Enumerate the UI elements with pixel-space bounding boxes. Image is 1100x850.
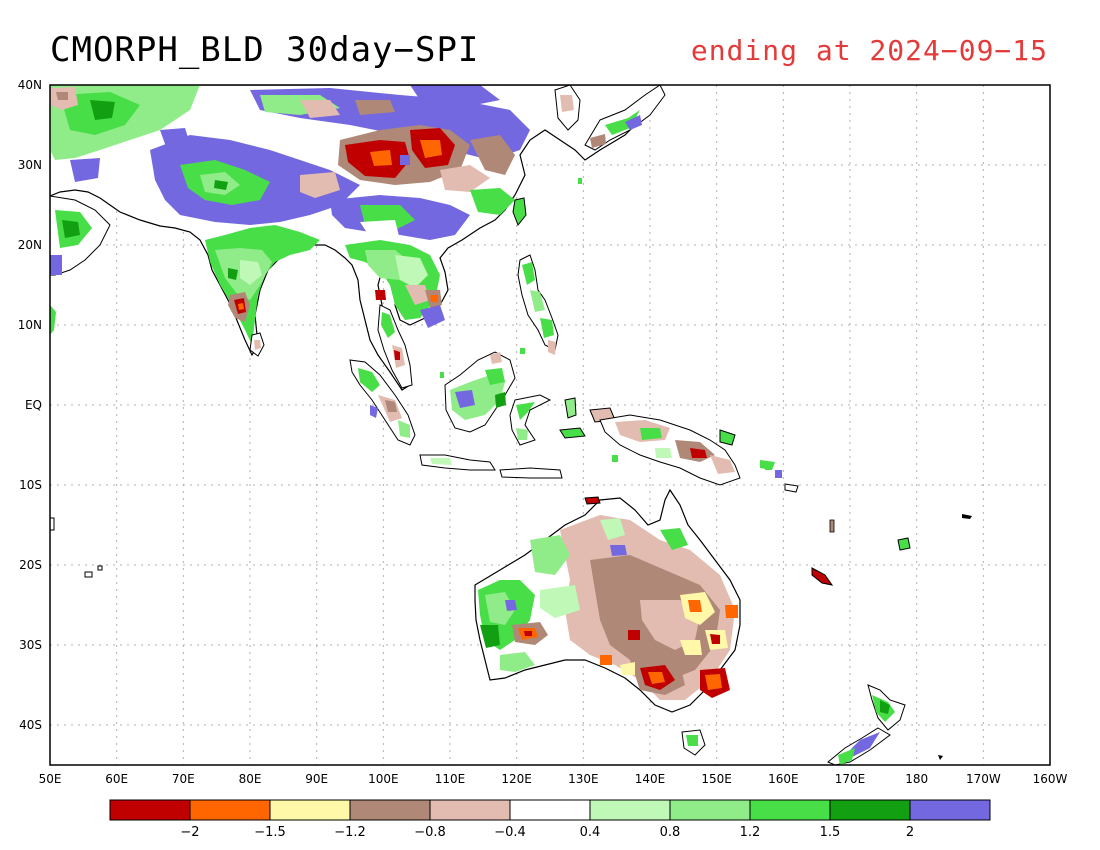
legend-swatch [909, 799, 991, 821]
lon-tick-label: 70E [172, 772, 195, 786]
lon-tick-label: 160W [1033, 772, 1068, 786]
legend-label: −1.5 [254, 825, 286, 840]
land-new-guinea [599, 414, 775, 486]
lon-tick-label: 130E [568, 772, 599, 786]
land-philippines [512, 197, 559, 355]
lat-tick-label: EQ [25, 398, 42, 412]
legend-swatch [509, 799, 591, 821]
legend-swatch [189, 799, 271, 821]
legend-label: 2 [906, 825, 914, 840]
longitude-axis: 50E 60E 70E 80E 90E 100E 110E 120E 130E 140E 150E 1… [39, 772, 1068, 786]
land-new-zealand [827, 684, 906, 765]
land-indonesia [349, 351, 616, 479]
lon-tick-label: 170W [966, 772, 1001, 786]
land-australia [474, 488, 741, 756]
lon-tick-label: 50E [39, 772, 62, 786]
lon-tick-label: 160E [768, 772, 799, 786]
land-asia [50, 85, 661, 391]
lon-tick-label: 180 [905, 772, 928, 786]
lat-tick-label: 20N [18, 238, 42, 252]
legend-label: 1.5 [820, 825, 841, 840]
map-subtitle: ending at 2024−09−15 [690, 34, 1048, 67]
lon-tick-label: 150E [701, 772, 732, 786]
legend-swatch [429, 799, 511, 821]
land-japan-korea [554, 85, 666, 151]
legend-label: 1.2 [740, 825, 761, 840]
legend-swatch [349, 799, 431, 821]
map-title: CMORPH_BLD 30day−SPI [50, 30, 480, 70]
legend-label: −2 [180, 825, 199, 840]
lat-tick-label: 10N [18, 318, 42, 332]
latitude-axis: 40N 30N 20N 10N EQ 10S 20S 30S 40S [18, 78, 42, 732]
plot-frame [49, 84, 1051, 766]
legend-label: −0.4 [494, 825, 526, 840]
lat-tick-label: 40S [19, 718, 42, 732]
legend-swatch [669, 799, 751, 821]
legend-label: −0.8 [414, 825, 446, 840]
pacific-islands [50, 178, 972, 760]
legend-label: 0.4 [580, 825, 601, 840]
legend-label: −1.2 [334, 825, 366, 840]
lon-tick-label: 60E [105, 772, 128, 786]
lat-tick-label: 10S [19, 478, 42, 492]
legend-swatch [109, 799, 191, 821]
lat-tick-label: 30S [19, 638, 42, 652]
legend-swatch [749, 799, 831, 821]
legend-swatch [829, 799, 911, 821]
legend-swatch [589, 799, 671, 821]
lon-tick-label: 170E [835, 772, 866, 786]
legend-swatch [269, 799, 351, 821]
lon-tick-label: 110E [435, 772, 466, 786]
lon-tick-label: 80E [239, 772, 262, 786]
lon-tick-label: 100E [368, 772, 399, 786]
lat-tick-label: 20S [19, 558, 42, 572]
lon-tick-label: 90E [305, 772, 328, 786]
lat-tick-label: 40N [18, 78, 42, 92]
spi-fields [50, 85, 972, 765]
color-legend: −2 −1.5 −1.2 −0.8 −0.4 0.4 0.8 1.2 1.5 2 [109, 799, 991, 840]
legend-label: 0.8 [660, 825, 681, 840]
lon-tick-label: 140E [635, 772, 666, 786]
lat-tick-label: 30N [18, 158, 42, 172]
lon-tick-label: 120E [501, 772, 532, 786]
